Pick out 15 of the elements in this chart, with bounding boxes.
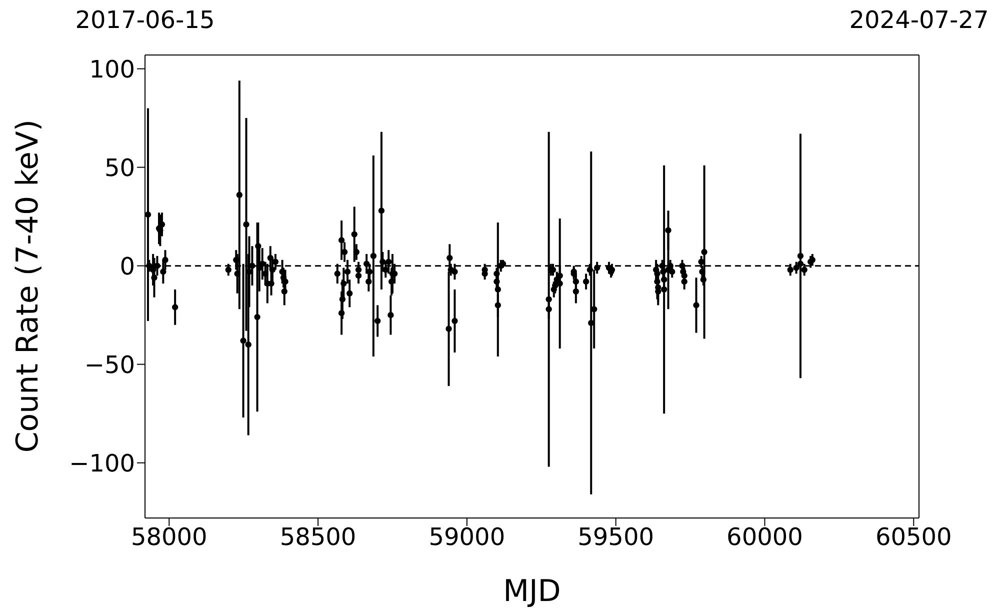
y-axis-title: Count Rate (7-40 keV) <box>10 119 46 453</box>
x2-tick-label: 2017-06-15 <box>75 6 215 34</box>
x-tick-label: 58000 <box>130 523 208 552</box>
x-tick-label: 60500 <box>875 523 952 552</box>
x-tick-label: 60000 <box>726 523 803 552</box>
y-tick-label: −100 <box>69 449 135 478</box>
y-tick-label: 100 <box>89 55 135 84</box>
x-tick-label: 58500 <box>280 523 356 552</box>
y-tick-label: 50 <box>104 154 135 182</box>
y-tick-label: 0 <box>120 252 135 280</box>
x-tick-label: 59000 <box>428 523 506 552</box>
x-axis-title: MJD <box>503 574 561 609</box>
x2-tick-label: 2024-07-27 <box>849 6 989 34</box>
x-tick-label: 59500 <box>578 523 654 552</box>
y-tick-label: −50 <box>84 350 135 379</box>
